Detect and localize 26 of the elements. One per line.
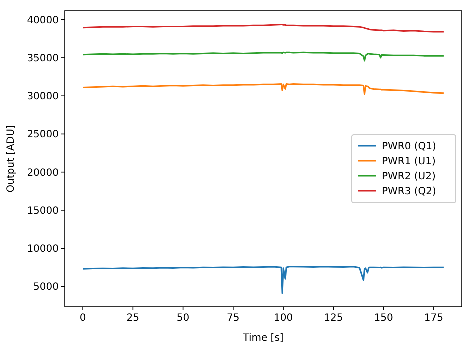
y-tick-label: 15000 [27, 206, 59, 217]
y-axis-title: Output [ADU] [6, 125, 17, 193]
line-series [82, 24, 445, 33]
y-tick-label: 10000 [27, 244, 59, 256]
y-tick-label: 35000 [27, 53, 59, 64]
x-tick-label: 0 [80, 313, 86, 324]
legend-label: PWR1 (U1) [382, 156, 436, 168]
line-series [82, 52, 445, 62]
legend-label: PWR2 (U2) [382, 172, 436, 182]
x-axis-title: Time [s] [242, 333, 284, 344]
x-tick-label: 175 [424, 313, 444, 324]
y-tick-label: 40000 [27, 15, 59, 26]
y-tick-label: 20000 [27, 168, 59, 179]
line-series [82, 84, 445, 96]
x-tick-label: 150 [374, 313, 394, 324]
x-tick-label: 25 [126, 313, 140, 324]
y-tick-label: 25000 [27, 130, 59, 141]
x-tick-label: 100 [274, 313, 294, 324]
y-tick-label: 30000 [27, 92, 59, 103]
legend-label: PWR3 (Q2) [382, 186, 437, 198]
x-tick-label: 125 [324, 313, 344, 324]
line-series [82, 266, 445, 294]
y-tick-label: 5000 [34, 282, 59, 294]
x-tick-label: 75 [227, 313, 240, 324]
x-tick-label: 50 [176, 313, 190, 324]
legend-label: PWR0 (Q1) [382, 142, 437, 152]
